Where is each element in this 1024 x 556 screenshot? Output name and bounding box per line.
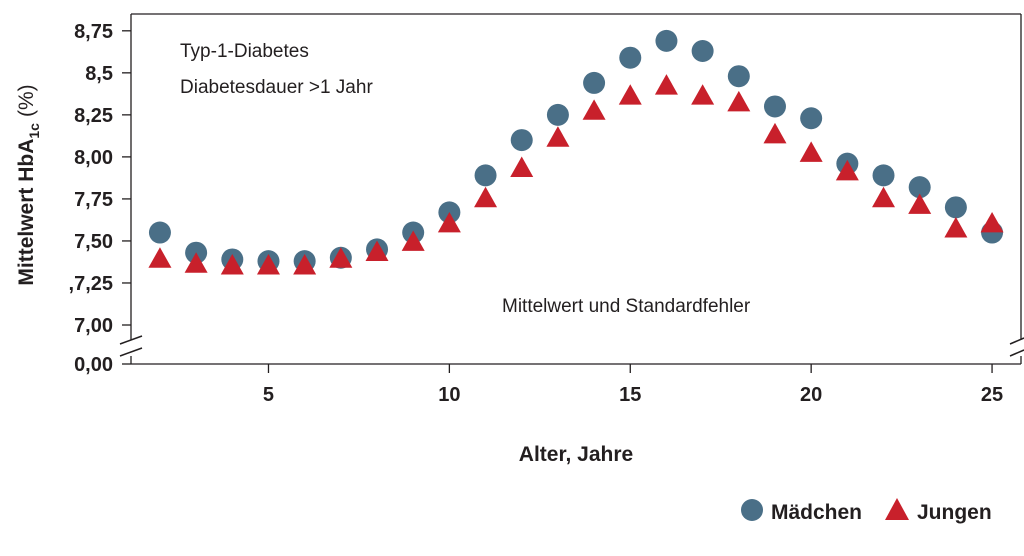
point-maedchen [908,176,931,199]
point-jungen [329,247,353,268]
point-jungen [401,230,425,251]
point-maedchen [474,164,497,187]
legend: Mädchen Jungen [741,498,992,524]
point-jungen [437,211,461,233]
point-jungen [474,186,498,208]
legend-label-maedchen: Mädchen [771,501,862,524]
point-jungen [835,159,859,181]
y-axis-ticks: 8,75 8,5 8,25 8,00 7,75 7,50 ,7,25 7,00 [69,21,131,337]
point-jungen [148,247,172,268]
point-maedchen [546,103,569,126]
legend-label-jungen: Jungen [917,501,992,524]
point-jungen [220,253,244,275]
x-axis-ticks: 5 10 15 20 25 [263,364,1003,406]
y-tick-label: 8,00 [74,147,113,169]
x-tick-label: 20 [800,384,822,406]
annotation-note: Mittelwert und Standardfehler [502,296,751,317]
y-tick-label: 8,75 [74,21,113,43]
y-tick-label: 8,25 [74,105,113,127]
legend-marker-circle [741,499,763,521]
y-tick-label: ,7,25 [69,273,113,295]
axis-break-left [119,335,143,357]
point-maedchen [800,107,823,130]
point-jungen [763,122,787,144]
point-jungen [365,240,389,262]
point-maedchen [148,221,171,244]
x-tick-label: 25 [981,384,1003,406]
data-points [148,29,1004,275]
point-jungen [510,156,534,177]
annotation-line1: Typ-1-Diabetes [180,41,309,62]
point-jungen [184,252,208,273]
x-tick-label: 15 [619,384,641,406]
point-jungen [691,84,715,105]
point-jungen [799,141,823,162]
x-tick-label: 5 [263,384,274,406]
y-tick-label-zero: 0,00 [74,354,113,376]
point-jungen [293,253,317,275]
point-maedchen [655,29,678,52]
legend-marker-triangle [885,498,909,520]
x-axis-title: Alter, Jahre [519,443,633,466]
point-jungen [618,84,642,105]
point-jungen [727,90,751,112]
point-jungen [980,211,1004,233]
y-tick-label: 8,5 [85,63,113,85]
y-tick-label: 7,75 [74,189,113,211]
axis-break-right [1009,337,1024,357]
point-maedchen [619,46,642,69]
point-jungen [944,216,968,238]
point-jungen [256,253,280,275]
annotation-line2: Diabetesdauer >1 Jahr [180,77,373,98]
y-axis-title-main: Mittelwert HbA [15,139,38,286]
y-tick-label: 7,00 [74,315,113,337]
point-jungen [582,99,606,120]
y-axis-title-unit: (%) [15,84,38,117]
point-jungen [872,186,896,208]
point-jungen [654,74,678,95]
point-maedchen [583,71,606,94]
point-maedchen [872,164,895,187]
point-jungen [908,193,932,214]
y-axis-title-sub: 1c [26,123,42,139]
point-maedchen [691,39,714,62]
point-jungen [546,126,570,147]
y-axis-title: Mittelwert HbA1c (%) [15,84,42,285]
point-maedchen [727,65,750,88]
point-maedchen [510,129,533,152]
point-maedchen [944,196,967,219]
y-tick-label: 7,50 [74,231,113,253]
x-tick-label: 10 [438,384,460,406]
point-maedchen [763,95,786,118]
